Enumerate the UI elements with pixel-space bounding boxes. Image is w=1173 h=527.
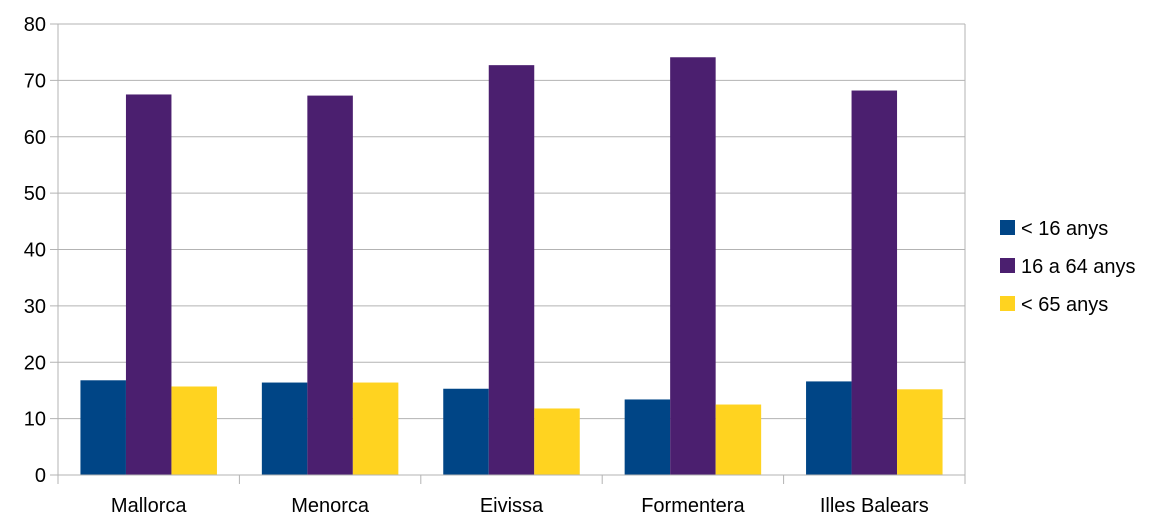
bar: [261, 382, 308, 475]
y-tick-label: 80: [24, 14, 46, 36]
legend-swatch: [1000, 220, 1015, 235]
bars: [80, 57, 943, 476]
x-category-label: Mallorca: [111, 495, 187, 517]
bar: [80, 380, 126, 475]
y-tick-label: 60: [24, 127, 46, 149]
bar: [352, 382, 399, 475]
legend-label: < 65 anys: [1021, 294, 1108, 316]
bar: [488, 65, 535, 475]
legend-swatch: [1000, 296, 1015, 311]
bar: [715, 404, 762, 475]
y-tick-label: 0: [35, 465, 46, 487]
bar: [534, 408, 580, 475]
y-tick-label: 20: [24, 352, 46, 374]
y-tick-label: 30: [24, 296, 46, 318]
legend: < 16 anys 16 a 64 anys < 65 anys: [1000, 218, 1136, 316]
x-category-labels: Mallorca Menorca Eivissa Formentera Illes Ba…: [111, 495, 929, 517]
x-category-label: Illes Balears: [820, 495, 929, 517]
y-tick-label: 10: [24, 409, 46, 431]
legend-label: < 16 anys: [1021, 218, 1108, 240]
y-tick-label: 40: [24, 240, 46, 262]
legend-label: 16 a 64 anys: [1021, 256, 1136, 278]
y-tick-label: 70: [24, 70, 46, 92]
bar: [125, 94, 172, 475]
x-category-label: Eivissa: [480, 495, 544, 517]
x-category-label: Menorca: [291, 495, 370, 517]
bar: [897, 389, 943, 475]
legend-swatch: [1000, 258, 1015, 273]
bar: [171, 386, 217, 475]
bar: [307, 95, 353, 475]
axes: [50, 23, 966, 484]
y-tick-labels: 0 10 20 30 40 50 60 70 80: [24, 14, 46, 487]
x-category-label: Formentera: [641, 495, 745, 517]
bar: [624, 399, 671, 475]
bar: [670, 57, 716, 475]
bar: [806, 381, 852, 475]
y-tick-label: 50: [24, 183, 46, 205]
bar: [443, 388, 489, 475]
bar: [851, 90, 898, 476]
